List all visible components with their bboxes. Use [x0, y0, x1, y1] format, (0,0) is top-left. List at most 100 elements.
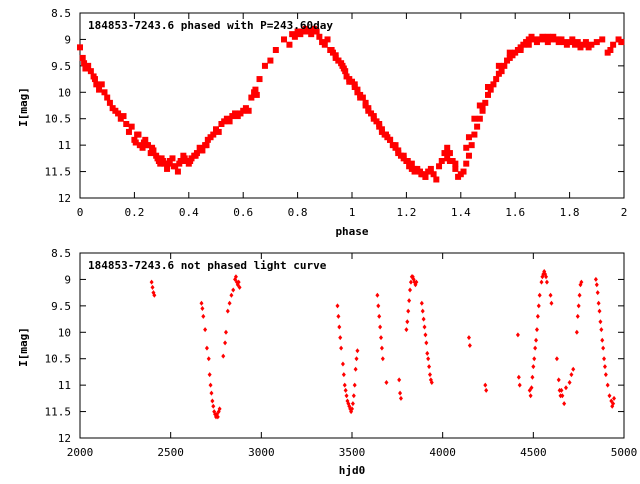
bottom-x-tick-label: 2000: [67, 446, 94, 459]
top-data-point: [281, 36, 287, 43]
bottom-data-point: [562, 401, 567, 407]
bottom-data-point: [406, 308, 411, 314]
top-data-point: [192, 152, 199, 159]
bottom-data-point: [229, 292, 234, 298]
bottom-data-point: [429, 380, 434, 385]
bottom-y-tick-label: 11: [58, 379, 71, 392]
bottom-data-point: [231, 287, 236, 293]
bottom-data-point: [150, 284, 155, 290]
top-data-point: [501, 62, 508, 69]
top-data-point: [272, 47, 279, 53]
bottom-data-point: [337, 324, 342, 330]
bottom-data-point: [376, 303, 381, 309]
top-data-point: [286, 41, 293, 48]
top-x-tick-label: 1.6: [505, 206, 525, 219]
top-data-point: [444, 155, 451, 162]
bottom-y-tick-label: 9.5: [51, 300, 71, 313]
top-data-point: [618, 39, 625, 46]
top-data-point: [132, 139, 139, 146]
not-phased-chart: 2000 2500 3000 3500 4000 4500 5000 8.5 9 9.5 10 10.…: [17, 247, 637, 477]
top-data-point: [176, 160, 183, 167]
top-data-point: [490, 81, 497, 88]
bottom-data-point: [559, 387, 564, 393]
top-data-point: [87, 68, 94, 75]
bottom-y-tick-label: 10: [58, 326, 71, 339]
top-data-point: [115, 110, 122, 117]
top-data-point: [96, 86, 103, 93]
bottom-chart-title: 184853-7243.6 not phased light curve: [88, 259, 327, 272]
top-data-point: [400, 152, 407, 159]
bottom-data-point: [210, 398, 215, 404]
top-x-tick-label: 2: [621, 206, 628, 219]
bottom-data-point: [539, 279, 544, 285]
top-data-point: [164, 165, 171, 172]
bottom-data-point: [603, 372, 608, 378]
bottom-data-point: [598, 319, 603, 325]
top-data-point: [441, 150, 448, 157]
bottom-data-point: [338, 335, 343, 341]
bottom-data-point: [593, 276, 598, 282]
top-data-point: [120, 113, 127, 120]
bottom-x-axis-label: hjd0: [339, 464, 366, 477]
top-x-tick-label: 0.4: [179, 206, 199, 219]
top-data-point: [495, 62, 502, 69]
top-data-point: [339, 62, 346, 69]
top-data-point: [104, 94, 111, 101]
bottom-data-point: [607, 393, 612, 399]
bottom-data-point: [152, 292, 157, 298]
bottom-data-point: [336, 313, 341, 319]
bottom-data-point: [199, 300, 204, 306]
top-data-point: [332, 52, 339, 59]
top-data-point: [98, 81, 105, 88]
bottom-data-point: [339, 345, 344, 351]
bottom-data-point: [517, 382, 522, 388]
bottom-data-point: [425, 350, 430, 356]
top-data-point: [324, 36, 331, 43]
top-data-point: [351, 84, 358, 90]
bottom-data-point: [537, 292, 542, 298]
top-data-point: [395, 147, 402, 154]
top-data-point: [261, 62, 268, 69]
top-data-point: [588, 41, 595, 48]
bottom-data-point: [201, 313, 206, 319]
top-data-point: [81, 60, 88, 67]
bottom-data-point: [380, 356, 385, 362]
bottom-points: [149, 269, 617, 420]
bottom-data-point: [215, 414, 220, 420]
top-data-point: [342, 68, 349, 75]
top-data-point: [485, 84, 491, 90]
bottom-data-point: [217, 406, 222, 412]
bottom-data-point: [353, 366, 358, 372]
bottom-data-point: [554, 356, 559, 362]
top-data-point: [593, 39, 600, 46]
top-data-point: [365, 107, 372, 114]
top-data-point: [362, 102, 369, 109]
top-y-tick-label: 10: [58, 86, 71, 99]
bottom-data-point: [375, 292, 380, 298]
bottom-data-point: [405, 319, 410, 325]
bottom-data-point: [601, 345, 606, 351]
bottom-data-point: [576, 303, 581, 309]
bottom-data-point: [408, 287, 413, 293]
bottom-data-point: [207, 372, 212, 378]
top-data-point: [123, 121, 130, 127]
top-x-tick-label: 0.2: [124, 206, 144, 219]
bottom-data-point: [149, 279, 154, 285]
top-data-point: [430, 171, 437, 178]
top-data-point: [376, 121, 383, 127]
bottom-data-point: [377, 313, 382, 319]
top-data-point: [291, 33, 298, 40]
top-data-point: [106, 99, 113, 106]
bottom-data-point: [340, 361, 345, 367]
top-data-point: [198, 147, 205, 154]
top-data-point: [525, 41, 532, 48]
top-data-point: [599, 36, 606, 43]
bottom-data-point: [419, 300, 424, 306]
bottom-data-point: [379, 345, 384, 351]
top-data-point: [438, 158, 445, 164]
top-x-tick-label: 0.8: [288, 206, 308, 219]
bottom-data-point: [209, 390, 214, 396]
top-ticks: 0 0.2 0.4 0.6 0.8 1 1.2 1.4 1.6 1.8 2 8.5 9 9.5 10 10.5…: [45, 7, 628, 219]
top-data-point: [574, 39, 581, 46]
